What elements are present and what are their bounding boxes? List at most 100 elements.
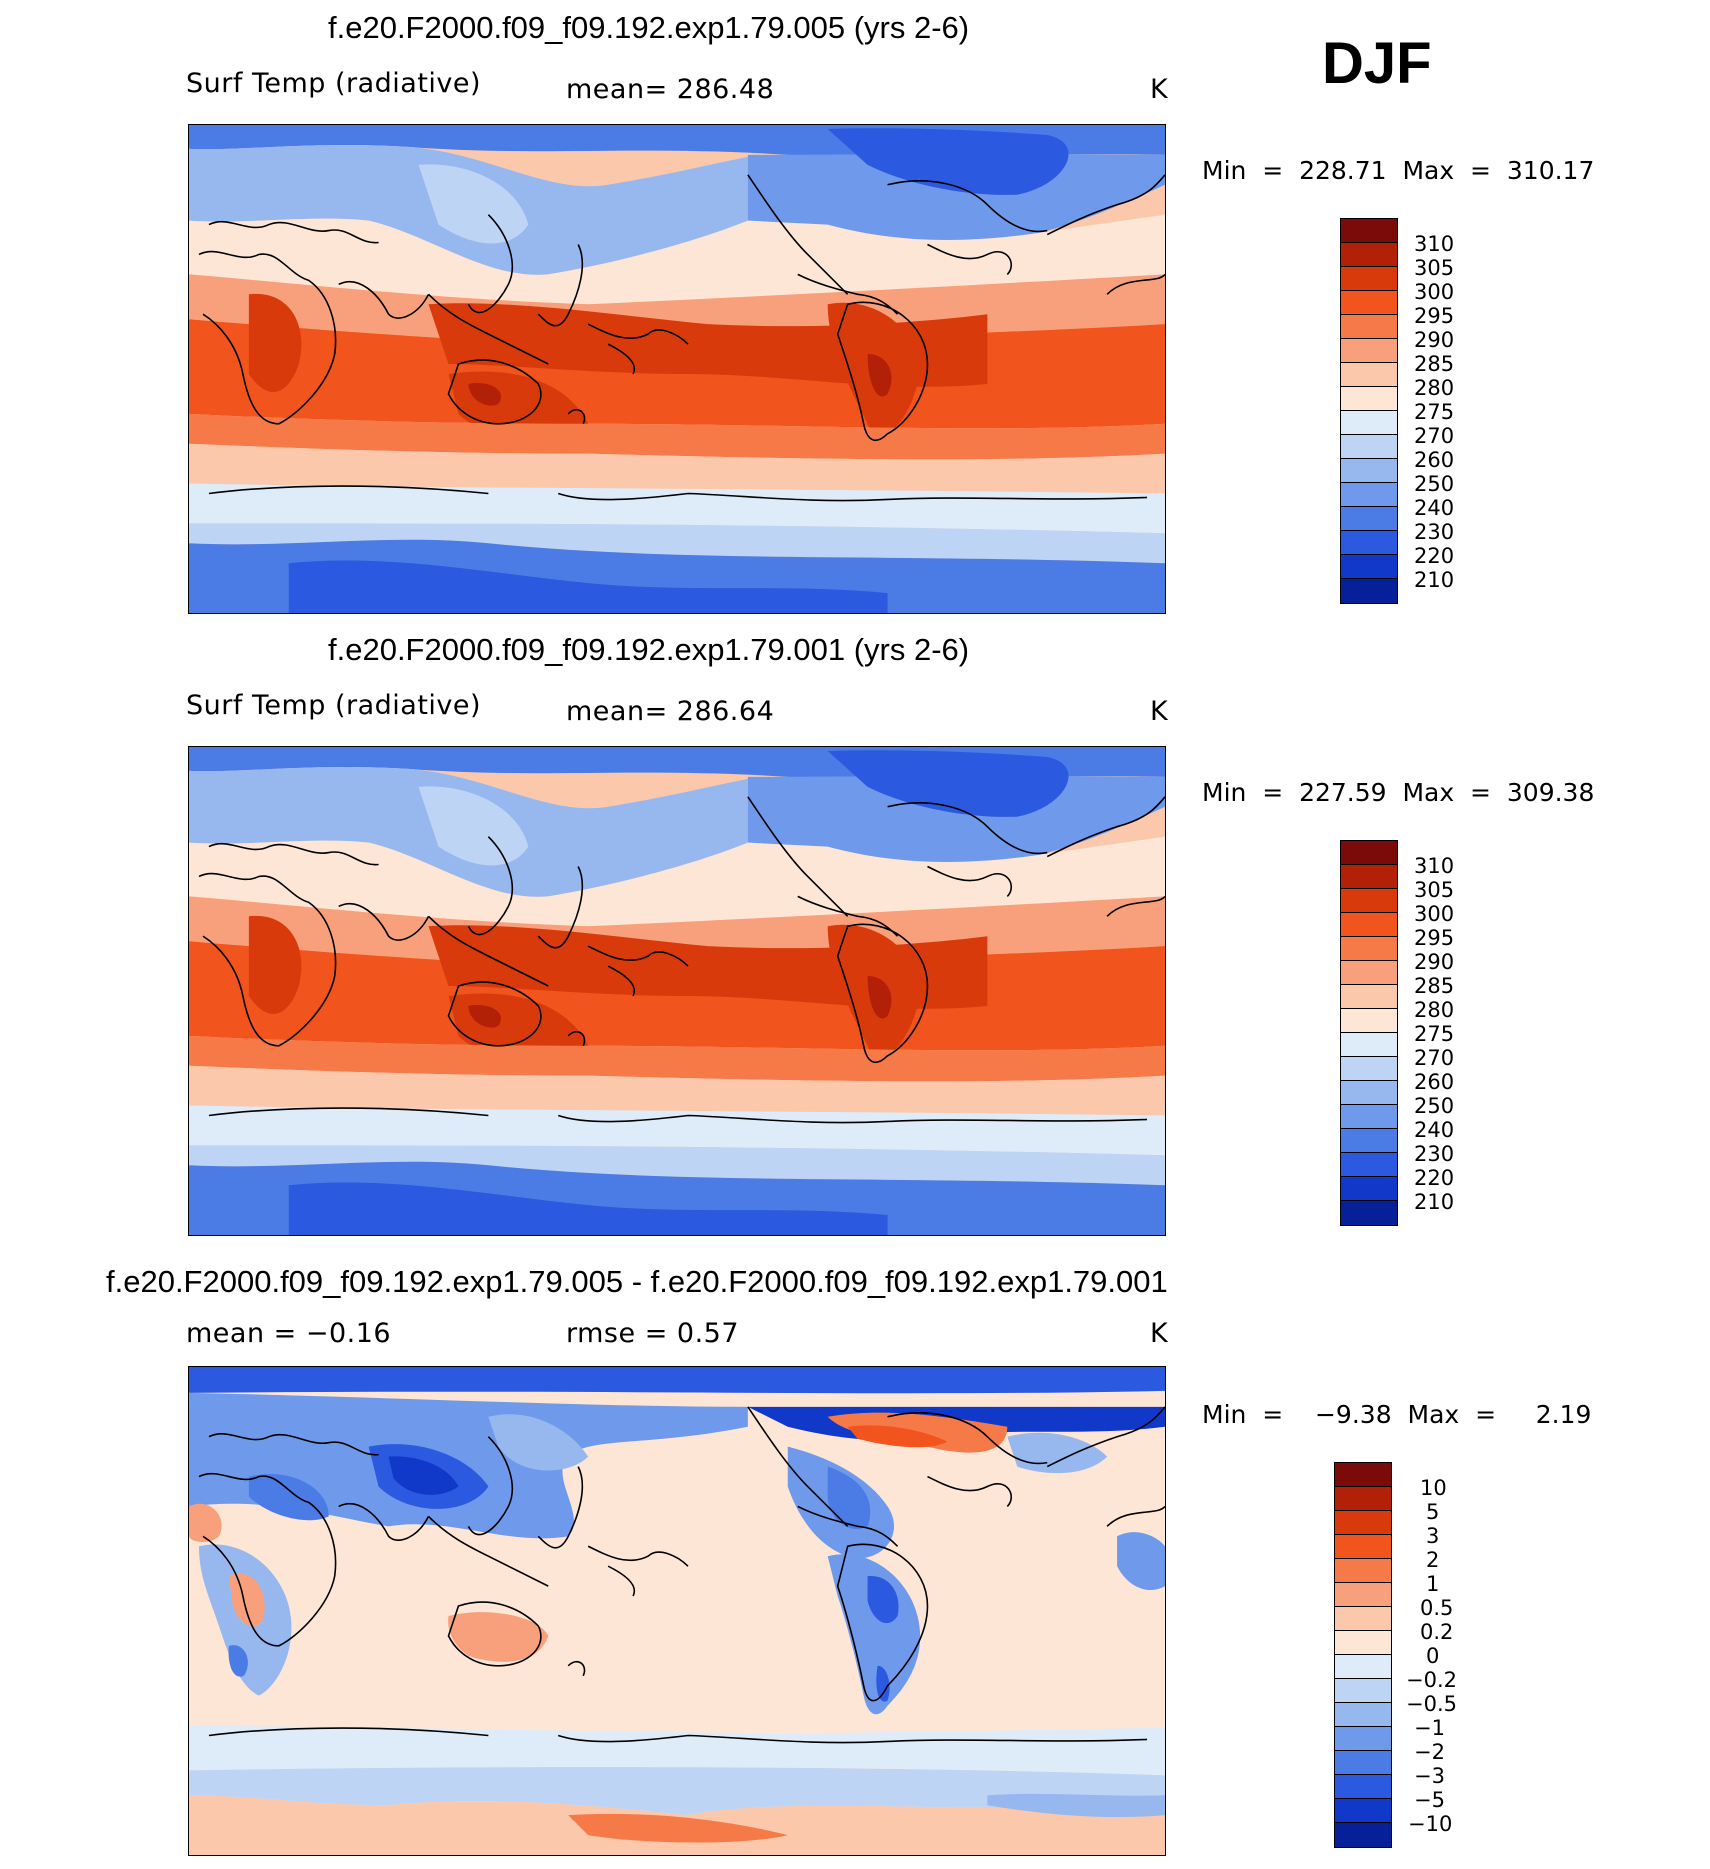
colorbar-3-tick: −5 <box>1414 1788 1445 1812</box>
panel-3-map-svg <box>189 1367 1165 1855</box>
panel-2-title: f.e20.F2000.f09_f09.192.exp1.79.001 (yrs… <box>328 632 970 667</box>
colorbar-2-tick: 310 <box>1414 854 1455 878</box>
colorbar-2-swatch <box>1341 1153 1397 1177</box>
colorbar-2-tick: 210 <box>1414 1190 1455 1214</box>
colorbar-3-tick: −3 <box>1414 1764 1445 1788</box>
panel-1-variable: Surf Temp (radiative) <box>186 68 482 99</box>
colorbar-3-tick: −2 <box>1414 1740 1445 1764</box>
colorbar-3-swatch <box>1335 1559 1391 1583</box>
panel-1-title: f.e20.F2000.f09_f09.192.exp1.79.005 (yrs… <box>328 10 970 45</box>
colorbar-3-tick: 5 <box>1426 1500 1440 1524</box>
colorbar-2-swatch <box>1341 1033 1397 1057</box>
panel-1-mean: mean= 286.48 <box>566 74 775 105</box>
colorbar-1-tick: 240 <box>1414 496 1455 520</box>
colorbar-3-tick: 2 <box>1426 1548 1440 1572</box>
colorbar-3-swatch <box>1335 1607 1391 1631</box>
colorbar-2-swatch <box>1341 841 1397 865</box>
panel-3-units: K <box>1150 1318 1169 1349</box>
panel-2-minmax: Min = 227.59 Max = 309.38 <box>1202 778 1595 807</box>
panel-1-minmax: Min = 228.71 Max = 310.17 <box>1202 156 1595 185</box>
colorbar-3-tick: 0.2 <box>1420 1620 1454 1644</box>
panel-1-map <box>188 124 1166 614</box>
colorbar-2-swatch <box>1341 937 1397 961</box>
colorbar-1-tick: 310 <box>1414 232 1455 256</box>
colorbar-1-swatch <box>1341 459 1397 483</box>
colorbar-3-tick: 0 <box>1426 1644 1440 1668</box>
panel-1-units: K <box>1150 74 1169 105</box>
colorbar-1-tick: 295 <box>1414 304 1455 328</box>
colorbar-3-swatch <box>1335 1655 1391 1679</box>
panel-2-colorbar <box>1340 840 1398 1226</box>
colorbar-2-tick: 295 <box>1414 926 1455 950</box>
colorbar-3-swatch <box>1335 1703 1391 1727</box>
colorbar-1-tick: 220 <box>1414 544 1455 568</box>
colorbar-1-swatch <box>1341 267 1397 291</box>
colorbar-2-swatch <box>1341 1201 1397 1225</box>
colorbar-3-tick: 3 <box>1426 1524 1440 1548</box>
colorbar-2-swatch <box>1341 913 1397 937</box>
panel-2-units: K <box>1150 696 1169 727</box>
colorbar-3-swatch <box>1335 1631 1391 1655</box>
colorbar-3-swatch <box>1335 1775 1391 1799</box>
panel-3-map <box>188 1366 1166 1856</box>
panel-1-colorbar <box>1340 218 1398 604</box>
colorbar-3-swatch <box>1335 1823 1391 1847</box>
colorbar-2-tick: 250 <box>1414 1094 1455 1118</box>
colorbar-1-tick: 250 <box>1414 472 1455 496</box>
colorbar-2-tick: 300 <box>1414 902 1455 926</box>
colorbar-2-tick: 240 <box>1414 1118 1455 1142</box>
colorbar-2-swatch <box>1341 1009 1397 1033</box>
colorbar-1-tick: 270 <box>1414 424 1455 448</box>
colorbar-3-swatch <box>1335 1535 1391 1559</box>
colorbar-1-swatch <box>1341 507 1397 531</box>
colorbar-1-swatch <box>1341 555 1397 579</box>
panel-3-rmse: rmse = 0.57 <box>566 1318 740 1349</box>
colorbar-3-tick: 10 <box>1420 1476 1447 1500</box>
panel-3-colorbar <box>1334 1462 1392 1848</box>
colorbar-3-tick: −1 <box>1414 1716 1445 1740</box>
colorbar-1-tick: 230 <box>1414 520 1455 544</box>
colorbar-1-tick: 300 <box>1414 280 1455 304</box>
colorbar-3-swatch <box>1335 1463 1391 1487</box>
colorbar-3-tick: −0.5 <box>1406 1692 1457 1716</box>
colorbar-1-tick: 260 <box>1414 448 1455 472</box>
colorbar-2-swatch <box>1341 1129 1397 1153</box>
colorbar-2-swatch <box>1341 1105 1397 1129</box>
colorbar-3-tick: −10 <box>1408 1812 1453 1836</box>
colorbar-1-swatch <box>1341 483 1397 507</box>
colorbar-1-swatch <box>1341 339 1397 363</box>
colorbar-1-tick: 280 <box>1414 376 1455 400</box>
colorbar-2-tick: 220 <box>1414 1166 1455 1190</box>
panel-2-map-svg <box>189 747 1165 1235</box>
colorbar-1-swatch <box>1341 435 1397 459</box>
colorbar-3-swatch <box>1335 1511 1391 1535</box>
colorbar-2-tick: 230 <box>1414 1142 1455 1166</box>
colorbar-2-swatch <box>1341 961 1397 985</box>
panel-2-variable: Surf Temp (radiative) <box>186 690 482 721</box>
colorbar-2-tick: 275 <box>1414 1022 1455 1046</box>
panel-1-map-svg <box>189 125 1165 613</box>
colorbar-1-swatch <box>1341 315 1397 339</box>
colorbar-3-swatch <box>1335 1727 1391 1751</box>
colorbar-1-swatch <box>1341 219 1397 243</box>
colorbar-1-swatch <box>1341 243 1397 267</box>
colorbar-2-swatch <box>1341 1057 1397 1081</box>
colorbar-3-swatch <box>1335 1679 1391 1703</box>
colorbar-3-swatch <box>1335 1583 1391 1607</box>
colorbar-1-swatch <box>1341 411 1397 435</box>
colorbar-2-swatch <box>1341 985 1397 1009</box>
colorbar-2-swatch <box>1341 1081 1397 1105</box>
colorbar-1-tick: 285 <box>1414 352 1455 376</box>
colorbar-1-tick: 305 <box>1414 256 1455 280</box>
colorbar-2-tick: 305 <box>1414 878 1455 902</box>
colorbar-1-swatch <box>1341 579 1397 603</box>
colorbar-2-tick: 280 <box>1414 998 1455 1022</box>
season-label: DJF <box>1322 31 1432 96</box>
colorbar-2-tick: 290 <box>1414 950 1455 974</box>
panel-2-mean: mean= 286.64 <box>566 696 775 727</box>
colorbar-1-swatch <box>1341 531 1397 555</box>
colorbar-2-swatch <box>1341 1177 1397 1201</box>
colorbar-3-swatch <box>1335 1799 1391 1823</box>
colorbar-1-swatch <box>1341 291 1397 315</box>
colorbar-2-swatch <box>1341 889 1397 913</box>
